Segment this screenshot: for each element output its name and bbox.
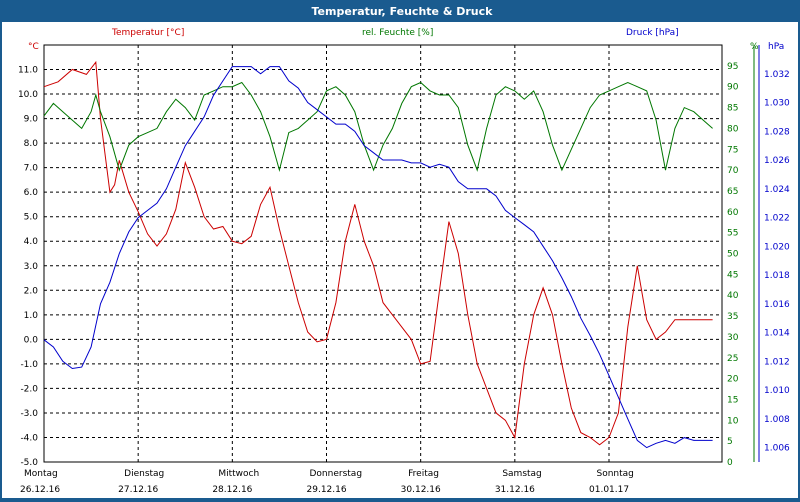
date-label: 29.12.16: [307, 485, 347, 495]
pressure-tick-label: 1.010: [764, 386, 790, 396]
day-label: Samstag: [502, 469, 541, 479]
date-label: 27.12.16: [118, 485, 158, 495]
humidity-tick-label: 0: [727, 458, 733, 468]
humidity-tick-label: 95: [727, 62, 738, 72]
temperature-tick-label: 8.0: [24, 139, 39, 149]
day-label: Sonntag: [597, 469, 634, 479]
humidity-tick-label: 90: [727, 83, 739, 93]
day-label: Freitag: [408, 469, 439, 479]
pressure-tick-label: 1.018: [764, 271, 790, 281]
date-label: 30.12.16: [401, 485, 441, 495]
humidity-tick-label: 85: [727, 104, 738, 114]
temperature-tick-label: -2.0: [20, 384, 38, 394]
temperature-tick-label: 7.0: [24, 164, 39, 174]
pressure-tick-label: 1.016: [764, 300, 790, 310]
humidity-tick-label: 80: [727, 124, 739, 134]
pressure-tick-label: 1.024: [764, 185, 790, 195]
humidity-tick-label: 15: [727, 395, 738, 405]
humidity-legend: rel. Feuchte [%]: [362, 28, 433, 38]
humidity-tick-label: 55: [727, 229, 738, 239]
humidity-unit-label: %: [750, 42, 759, 52]
temperature-tick-label: -4.0: [20, 433, 38, 443]
temperature-tick-label: 4.0: [24, 237, 39, 247]
pressure-tick-label: 1.012: [764, 357, 790, 367]
temperature-line: [43, 60, 713, 446]
temperature-tick-label: -3.0: [20, 409, 38, 419]
pressure-tick-label: 1.020: [764, 242, 790, 252]
humidity-tick-label: 10: [727, 416, 739, 426]
humidity-line: [43, 81, 713, 173]
humidity-tick-label: 75: [727, 145, 738, 155]
humidity-tick-label: 45: [727, 270, 738, 280]
humidity-tick-label: 60: [727, 208, 739, 218]
pressure-tick-label: 1.014: [764, 329, 790, 339]
pressure-tick-label: 1.028: [764, 127, 790, 137]
date-label: 31.12.16: [495, 485, 535, 495]
humidity-tick-label: 25: [727, 354, 738, 364]
temperature-tick-label: 0.0: [24, 335, 39, 345]
temperature-tick-label: 10.0: [18, 90, 38, 100]
humidity-tick-label: 40: [727, 291, 739, 301]
temperature-tick-label: 3.0: [24, 262, 39, 272]
humidity-tick-label: 65: [727, 187, 738, 197]
temperature-tick-label: 9.0: [24, 115, 39, 125]
pressure-unit-label: hPa: [768, 42, 784, 52]
day-label: Mittwoch: [218, 469, 259, 479]
pressure-legend: Druck [hPa]: [626, 28, 679, 38]
pressure-tick-label: 1.032: [764, 70, 790, 80]
date-label: 26.12.16: [20, 485, 60, 495]
temperature-tick-label: 11.0: [18, 66, 38, 76]
pressure-tick-label: 1.022: [764, 214, 790, 224]
date-label: 28.12.16: [212, 485, 252, 495]
humidity-tick-label: 50: [727, 250, 739, 260]
humidity-tick-label: 35: [727, 312, 738, 322]
day-label: Donnerstag: [310, 469, 363, 479]
temperature-tick-label: 2.0: [24, 286, 39, 296]
humidity-tick-label: 70: [727, 166, 739, 176]
temperature-tick-label: 1.0: [24, 311, 39, 321]
temperature-unit-label: °C: [28, 42, 39, 52]
pressure-tick-label: 1.006: [764, 444, 790, 454]
date-label: 01.01.17: [589, 485, 629, 495]
humidity-tick-label: 30: [727, 333, 739, 343]
day-label: Montag: [24, 469, 58, 479]
plot-area: [43, 44, 723, 463]
pressure-tick-label: 1.008: [764, 415, 790, 425]
pressure-tick-label: 1.026: [764, 156, 790, 166]
temperature-legend: Temperatur [°C]: [111, 28, 184, 38]
temperature-tick-label: -1.0: [20, 360, 38, 370]
temperature-tick-label: -5.0: [20, 458, 38, 468]
temperature-tick-label: 5.0: [24, 213, 39, 223]
humidity-tick-label: 5: [727, 437, 733, 447]
temperature-tick-label: 6.0: [24, 188, 39, 198]
day-label: Dienstag: [124, 469, 164, 479]
pressure-line: [43, 66, 713, 449]
window-title: Temperatur, Feuchte & Druck: [2, 2, 800, 22]
pressure-tick-label: 1.030: [764, 99, 790, 109]
humidity-tick-label: 20: [727, 375, 739, 385]
